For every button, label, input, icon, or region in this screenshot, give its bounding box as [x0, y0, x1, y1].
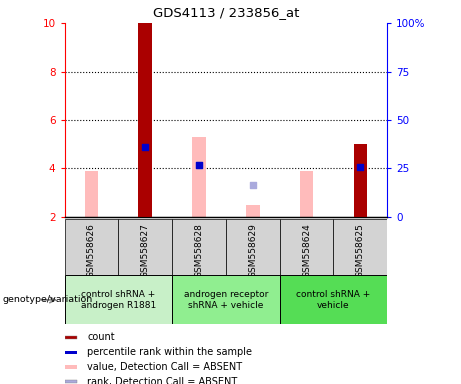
Text: androgen receptor
shRNA + vehicle: androgen receptor shRNA + vehicle — [183, 290, 268, 310]
Point — [357, 164, 364, 170]
Point — [142, 144, 149, 150]
Text: genotype/variation: genotype/variation — [2, 295, 93, 305]
Bar — [65, 275, 172, 324]
Bar — [172, 219, 226, 275]
Point — [195, 162, 203, 168]
Text: percentile rank within the sample: percentile rank within the sample — [87, 347, 252, 357]
Bar — [65, 336, 77, 339]
Text: GSM558628: GSM558628 — [195, 223, 203, 278]
Bar — [118, 219, 172, 275]
Text: control shRNA +
androgen R1881: control shRNA + androgen R1881 — [81, 290, 156, 310]
Text: GSM558625: GSM558625 — [356, 223, 365, 278]
Bar — [65, 351, 77, 354]
Bar — [280, 219, 333, 275]
Bar — [85, 171, 98, 217]
Text: control shRNA +
vehicle: control shRNA + vehicle — [296, 290, 371, 310]
Point — [249, 182, 256, 189]
Text: GSM558627: GSM558627 — [141, 223, 150, 278]
Bar — [172, 275, 280, 324]
Bar — [65, 380, 77, 383]
Bar — [246, 205, 260, 217]
Bar — [138, 144, 152, 217]
Text: rank, Detection Call = ABSENT: rank, Detection Call = ABSENT — [87, 377, 237, 384]
Bar — [65, 219, 118, 275]
Text: GSM558624: GSM558624 — [302, 223, 311, 278]
Text: value, Detection Call = ABSENT: value, Detection Call = ABSENT — [87, 362, 242, 372]
Bar — [65, 366, 77, 369]
Bar — [226, 219, 280, 275]
Text: GSM558626: GSM558626 — [87, 223, 96, 278]
Text: count: count — [87, 333, 115, 343]
Bar — [192, 137, 206, 217]
Bar — [354, 144, 367, 217]
Bar — [138, 23, 152, 217]
Bar — [300, 171, 313, 217]
Bar — [280, 275, 387, 324]
Point — [195, 162, 203, 168]
Title: GDS4113 / 233856_at: GDS4113 / 233856_at — [153, 6, 299, 19]
Text: GSM558629: GSM558629 — [248, 223, 257, 278]
Bar — [333, 219, 387, 275]
